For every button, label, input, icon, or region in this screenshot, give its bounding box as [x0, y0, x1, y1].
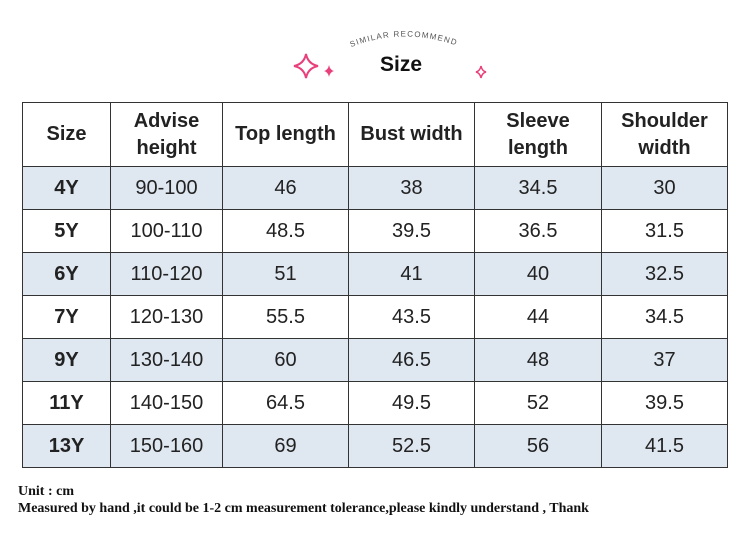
table-row: 6Y 110-120 51 41 40 32.5 [22, 252, 728, 296]
table-cell: 32.5 [601, 252, 728, 296]
column-header: Bust width [348, 102, 475, 167]
table-cell: 110-120 [110, 252, 223, 296]
table-cell: 40 [474, 252, 602, 296]
table-cell: 44 [474, 295, 602, 339]
sparkle [293, 53, 319, 79]
sparkle [324, 65, 334, 77]
table-row: 7Y 120-130 55.5 43.5 44 34.5 [22, 295, 728, 339]
header-subtitle: SIMILAR RECOMMEND [349, 29, 459, 49]
size-cell: 9Y [22, 338, 111, 382]
column-header: Size [22, 102, 111, 167]
table-cell: 38 [348, 166, 475, 210]
column-header: Sleeve length [474, 102, 602, 167]
header-title: Size [380, 53, 422, 76]
table-cell: 39.5 [601, 381, 728, 425]
table-cell: 46 [222, 166, 349, 210]
table-cell: 140-150 [110, 381, 223, 425]
note: Measured by hand ,it could be 1-2 cm mea… [18, 501, 589, 516]
table-cell: 52 [474, 381, 602, 425]
table-cell: 46.5 [348, 338, 475, 382]
table-cell: 60 [222, 338, 349, 382]
table-cell: 51 [222, 252, 349, 296]
table-cell: 90-100 [110, 166, 223, 210]
table-cell: 41.5 [601, 424, 728, 468]
table-cell: 36.5 [474, 209, 602, 253]
table-cell: 37 [601, 338, 728, 382]
header: SIMILAR RECOMMEND Size [293, 29, 487, 79]
table-cell: 120-130 [110, 295, 223, 339]
table-cell: 34.5 [474, 166, 602, 210]
table-cell: 64.5 [222, 381, 349, 425]
size-cell: 4Y [22, 166, 111, 210]
table-cell: 100-110 [110, 209, 223, 253]
table-cell: 30 [601, 166, 728, 210]
column-header: Advise height [110, 102, 223, 167]
table-row: 4Y 90-100 46 38 34.5 30 [22, 166, 728, 210]
table-cell: 48.5 [222, 209, 349, 253]
size-cell: 5Y [22, 209, 111, 253]
header-subtitle-path: SIMILAR RECOMMEND [349, 29, 458, 49]
column-header: Shoulder width [601, 102, 728, 167]
table-cell: 39.5 [348, 209, 475, 253]
table-row: 11Y 140-150 64.5 49.5 52 39.5 [22, 381, 728, 425]
table-cell: 43.5 [348, 295, 475, 339]
sparkle [475, 65, 487, 79]
size-cell: 11Y [22, 381, 111, 425]
size-cell: 7Y [22, 295, 111, 339]
table-cell: 52.5 [348, 424, 475, 468]
size-table: Size Advise height Top length Bust width Sle… [22, 102, 728, 468]
size-cell: 13Y [22, 424, 111, 468]
table-cell: 31.5 [601, 209, 728, 253]
table-cell: 55.5 [222, 295, 349, 339]
column-header: Top length [222, 102, 349, 167]
note: Unit : cm [18, 484, 74, 499]
table-cell: 49.5 [348, 381, 475, 425]
table-cell: 56 [474, 424, 602, 468]
table-cell: 48 [474, 338, 602, 382]
table-row: 5Y 100-110 48.5 39.5 36.5 31.5 [22, 209, 728, 253]
table-cell: 130-140 [110, 338, 223, 382]
table-row: 13Y 150-160 69 52.5 56 41.5 [22, 424, 728, 468]
table-cell: 41 [348, 252, 475, 296]
table-cell: 69 [222, 424, 349, 468]
size-cell: 6Y [22, 252, 111, 296]
table-cell: 150-160 [110, 424, 223, 468]
table-cell: 34.5 [601, 295, 728, 339]
table-row: 9Y 130-140 60 46.5 48 37 [22, 338, 728, 382]
header-row: Size Advise height Top length Bust width Sle… [22, 102, 728, 167]
